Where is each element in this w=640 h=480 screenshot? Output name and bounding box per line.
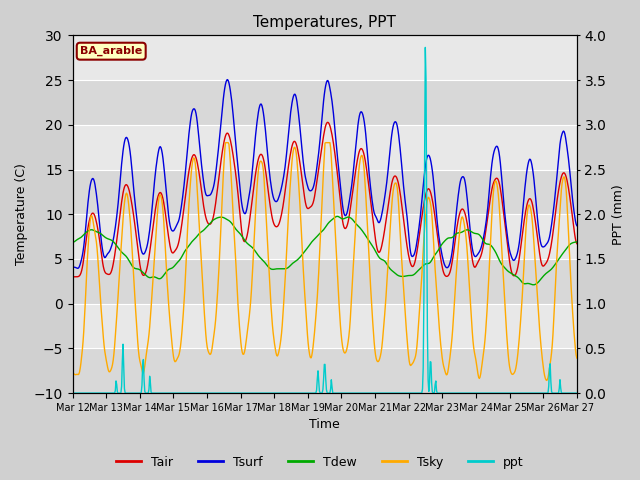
Text: BA_arable: BA_arable	[80, 46, 142, 56]
Bar	[72, 304, 577, 348]
Y-axis label: PPT (mm): PPT (mm)	[612, 184, 625, 245]
X-axis label: Time: Time	[309, 419, 340, 432]
Bar	[72, 36, 577, 80]
Bar	[72, 214, 577, 259]
Bar	[72, 125, 577, 169]
Bar	[72, 348, 577, 393]
Y-axis label: Temperature (C): Temperature (C)	[15, 163, 28, 265]
Bar	[72, 80, 577, 125]
Legend: Tair, Tsurf, Tdew, Tsky, ppt: Tair, Tsurf, Tdew, Tsky, ppt	[111, 451, 529, 474]
Bar	[72, 259, 577, 304]
Bar	[72, 169, 577, 214]
Title: Temperatures, PPT: Temperatures, PPT	[253, 15, 396, 30]
